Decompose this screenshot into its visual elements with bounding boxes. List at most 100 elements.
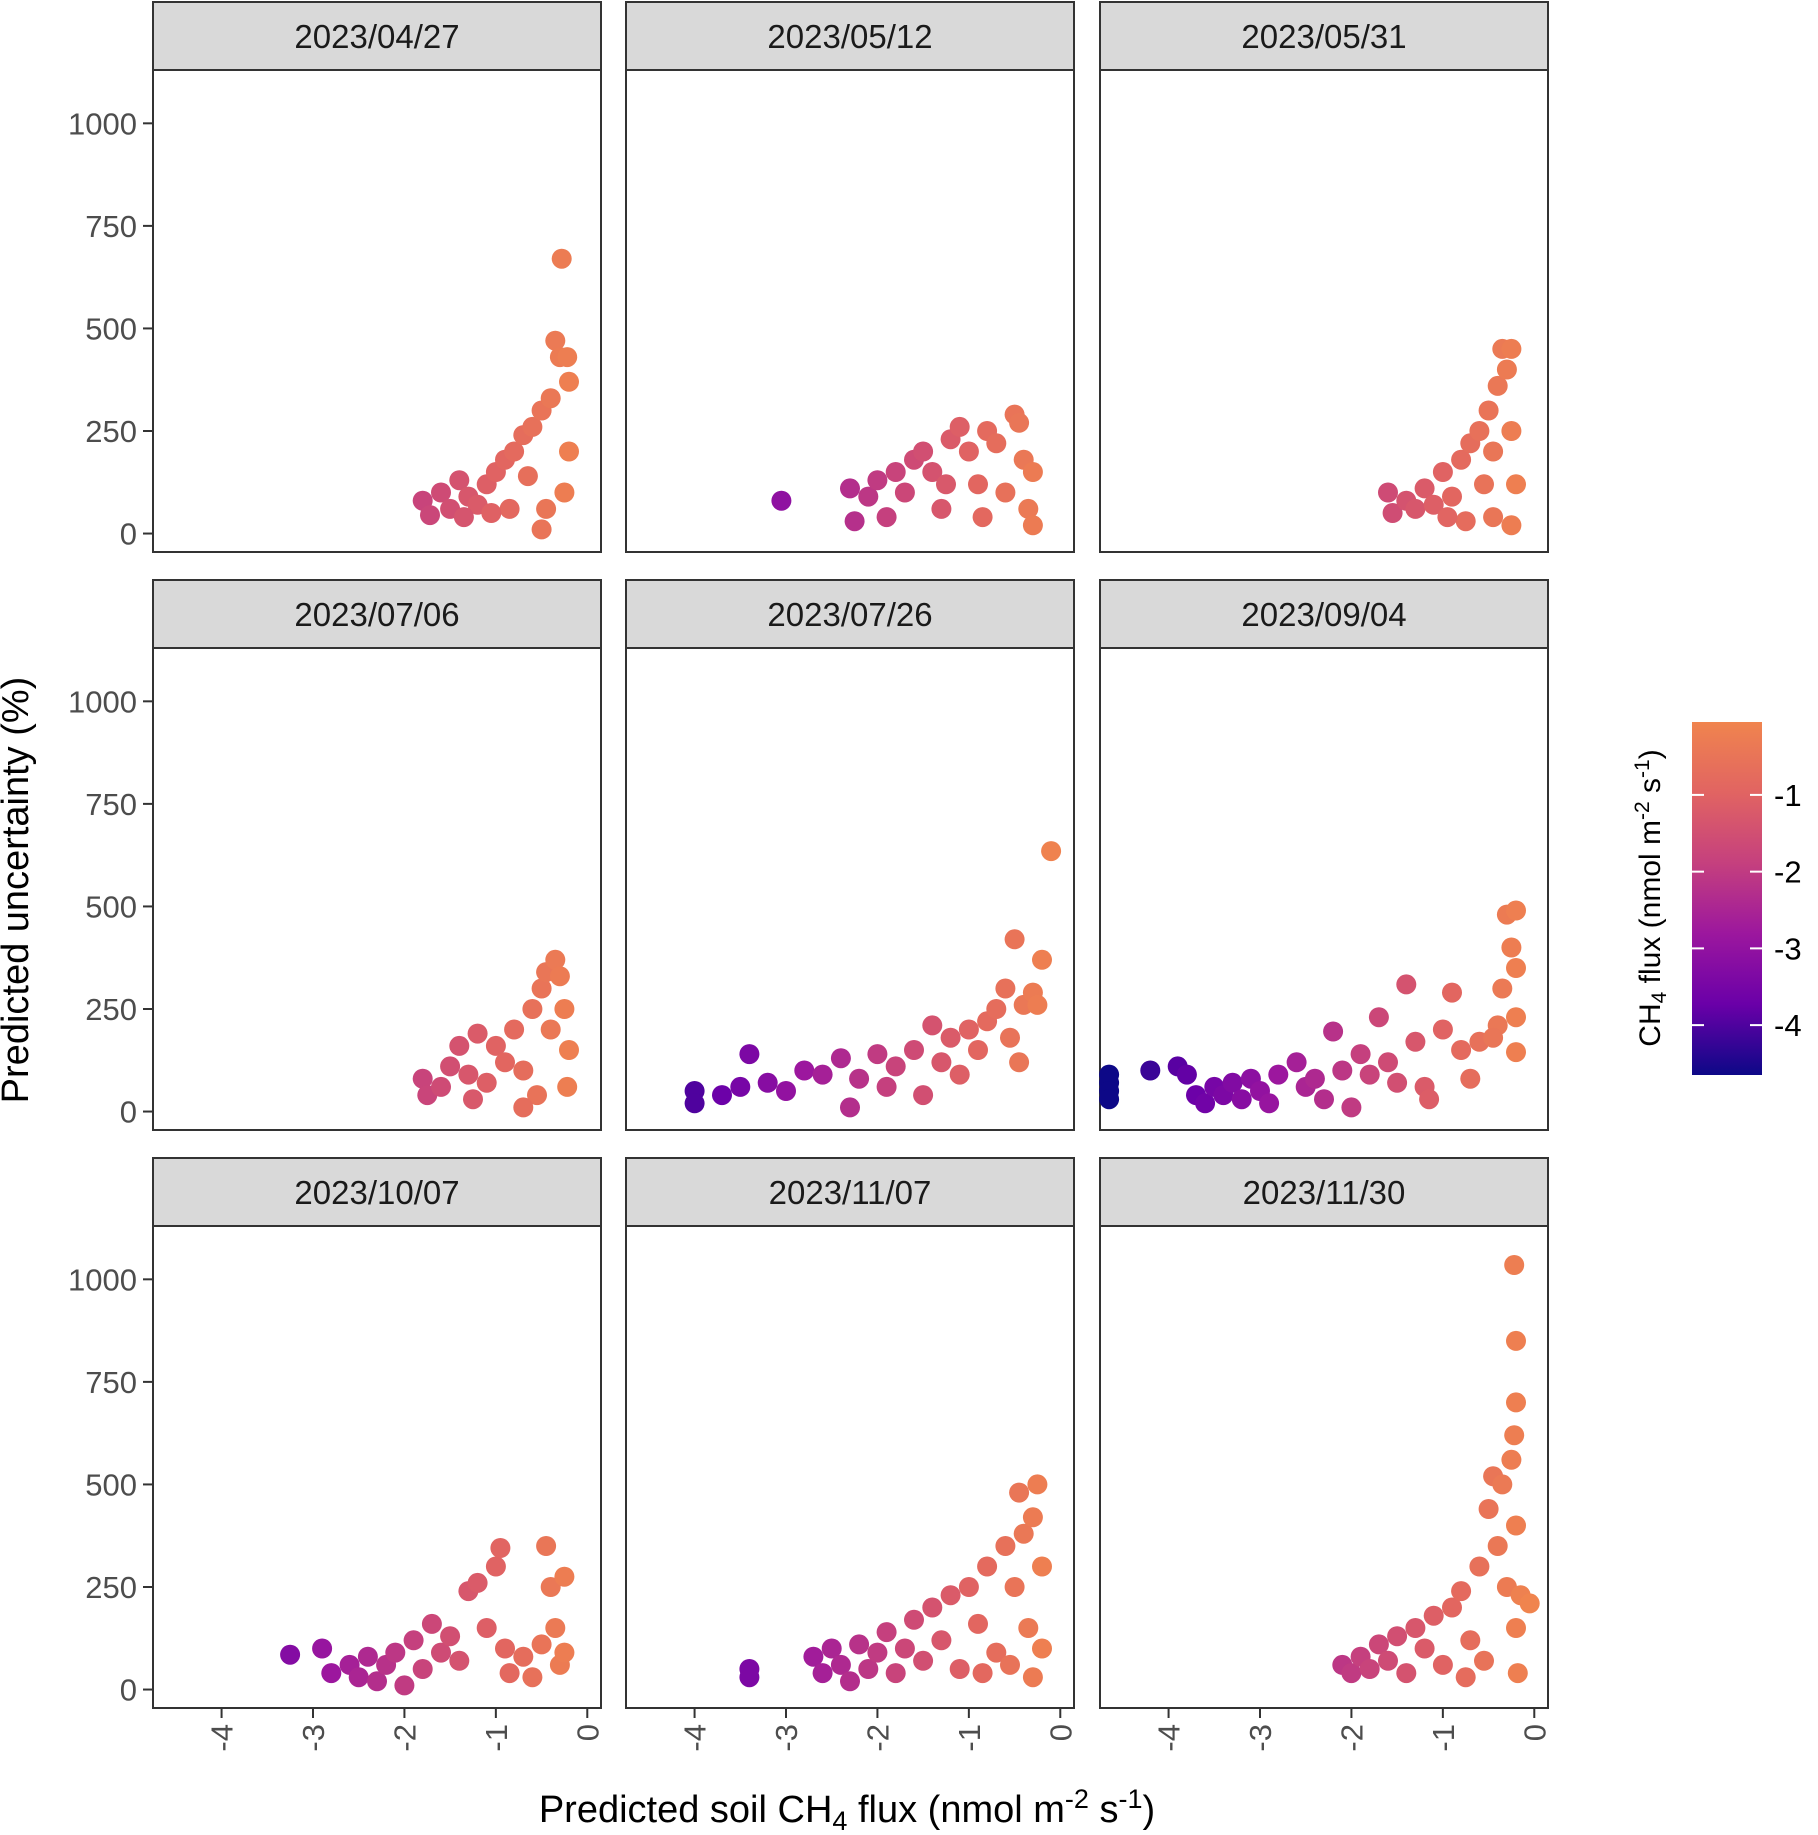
data-point <box>949 1064 970 1085</box>
data-point <box>986 1642 1007 1663</box>
data-point <box>540 1577 561 1597</box>
data-point <box>1259 1093 1280 1114</box>
data-point <box>1405 1031 1426 1052</box>
data-point <box>1504 1255 1525 1275</box>
data-point <box>794 1060 815 1081</box>
data-point <box>986 433 1007 454</box>
data-point <box>280 1644 301 1665</box>
legend-tick-label: -2 <box>1774 855 1802 890</box>
data-points <box>1332 1255 1540 1688</box>
data-point <box>867 1044 888 1065</box>
data-point <box>440 1056 461 1077</box>
data-point <box>522 999 543 1019</box>
data-point <box>931 1052 952 1073</box>
data-point <box>972 1663 993 1684</box>
data-point <box>412 1659 433 1679</box>
data-point <box>885 1056 906 1077</box>
data-point <box>1483 441 1504 462</box>
data-point <box>321 1663 342 1684</box>
data-point <box>1432 1019 1453 1040</box>
data-point <box>1004 929 1025 950</box>
data-point <box>559 371 579 392</box>
data-point <box>1474 474 1494 495</box>
legend-tick-label: -3 <box>1774 931 1802 966</box>
data-point <box>367 1671 387 1692</box>
y-axis-title: Predicted uncertainty (%) <box>0 677 37 1104</box>
data-point <box>1359 1659 1380 1679</box>
data-point <box>540 1019 561 1040</box>
data-point <box>554 999 575 1019</box>
data-point <box>849 1634 870 1655</box>
x-tick-label: 0 <box>1043 1724 1078 1741</box>
data-point <box>1501 515 1522 536</box>
x-tick-label: 0 <box>570 1724 605 1741</box>
data-point <box>1455 511 1476 532</box>
data-point <box>1022 1667 1043 1688</box>
facet-panel: 2023/11/30 -4 -3 -2 -1 0 <box>1099 1157 1552 1752</box>
y-tick-label: 500 <box>85 889 137 924</box>
data-point <box>1506 1392 1526 1413</box>
data-point <box>476 1618 497 1638</box>
data-point <box>812 1064 833 1085</box>
data-point <box>1341 1663 1362 1684</box>
data-point <box>904 1040 924 1060</box>
data-points <box>771 404 1043 536</box>
data-point <box>995 482 1016 503</box>
x-axis-title-part: flux (nmol m <box>847 1789 1064 1831</box>
data-point <box>913 1085 934 1106</box>
data-point <box>499 1663 520 1684</box>
data-point <box>1419 1089 1440 1110</box>
data-point <box>1496 359 1517 380</box>
data-point <box>803 1646 824 1667</box>
data-point <box>1032 949 1052 970</box>
legend-title-group: CH4 flux (nmol m-2 s-1) <box>1631 749 1671 1046</box>
data-point <box>894 482 915 503</box>
facet-strip-label: 2023/11/30 <box>1243 1174 1406 1211</box>
data-points <box>412 248 579 540</box>
data-point <box>776 1081 796 1101</box>
data-point <box>885 1663 906 1684</box>
data-point <box>1231 1089 1252 1110</box>
legend-colorbar <box>1692 722 1762 1075</box>
data-point <box>1504 1425 1525 1446</box>
facet-panel: 2023/07/06 0 250 500 750 1000 <box>68 579 602 1131</box>
data-point <box>504 441 525 462</box>
data-point <box>551 248 572 269</box>
data-point <box>1314 1089 1334 1110</box>
data-point <box>1396 974 1417 995</box>
data-point <box>844 511 865 532</box>
data-point <box>949 416 970 437</box>
data-point <box>876 1622 897 1643</box>
data-point <box>1469 1556 1490 1577</box>
facet-strip-label: 2023/11/07 <box>769 1174 932 1211</box>
data-point <box>1140 1060 1161 1081</box>
data-point <box>531 978 552 999</box>
facet-strip <box>152 579 602 649</box>
data-point <box>940 1027 961 1048</box>
data-point <box>968 1613 988 1634</box>
data-point <box>495 1052 515 1073</box>
data-point <box>1451 449 1472 470</box>
data-point <box>1387 1626 1408 1647</box>
data-point <box>1414 478 1435 499</box>
data-point <box>922 1015 943 1036</box>
facet-panel: 2023/05/31 <box>1099 1 1549 553</box>
data-point <box>1506 1007 1526 1028</box>
x-axis-title-part: s <box>1089 1789 1119 1831</box>
data-point <box>453 507 474 528</box>
data-point <box>1359 1064 1380 1085</box>
data-point <box>830 1048 851 1069</box>
data-point <box>1451 1581 1472 1602</box>
data-point <box>540 388 561 409</box>
data-point <box>527 1085 547 1106</box>
data-points <box>684 841 1062 1118</box>
data-point <box>1405 498 1426 519</box>
data-point <box>1013 1523 1034 1544</box>
x-axis-title-part: Predicted soil CH <box>539 1789 833 1831</box>
data-point <box>357 1646 378 1667</box>
data-point <box>1506 1515 1526 1536</box>
data-point <box>403 1630 424 1651</box>
y-tick-label: 750 <box>85 209 137 244</box>
y-tick-label: 1000 <box>68 106 137 141</box>
data-point <box>1423 1605 1444 1626</box>
